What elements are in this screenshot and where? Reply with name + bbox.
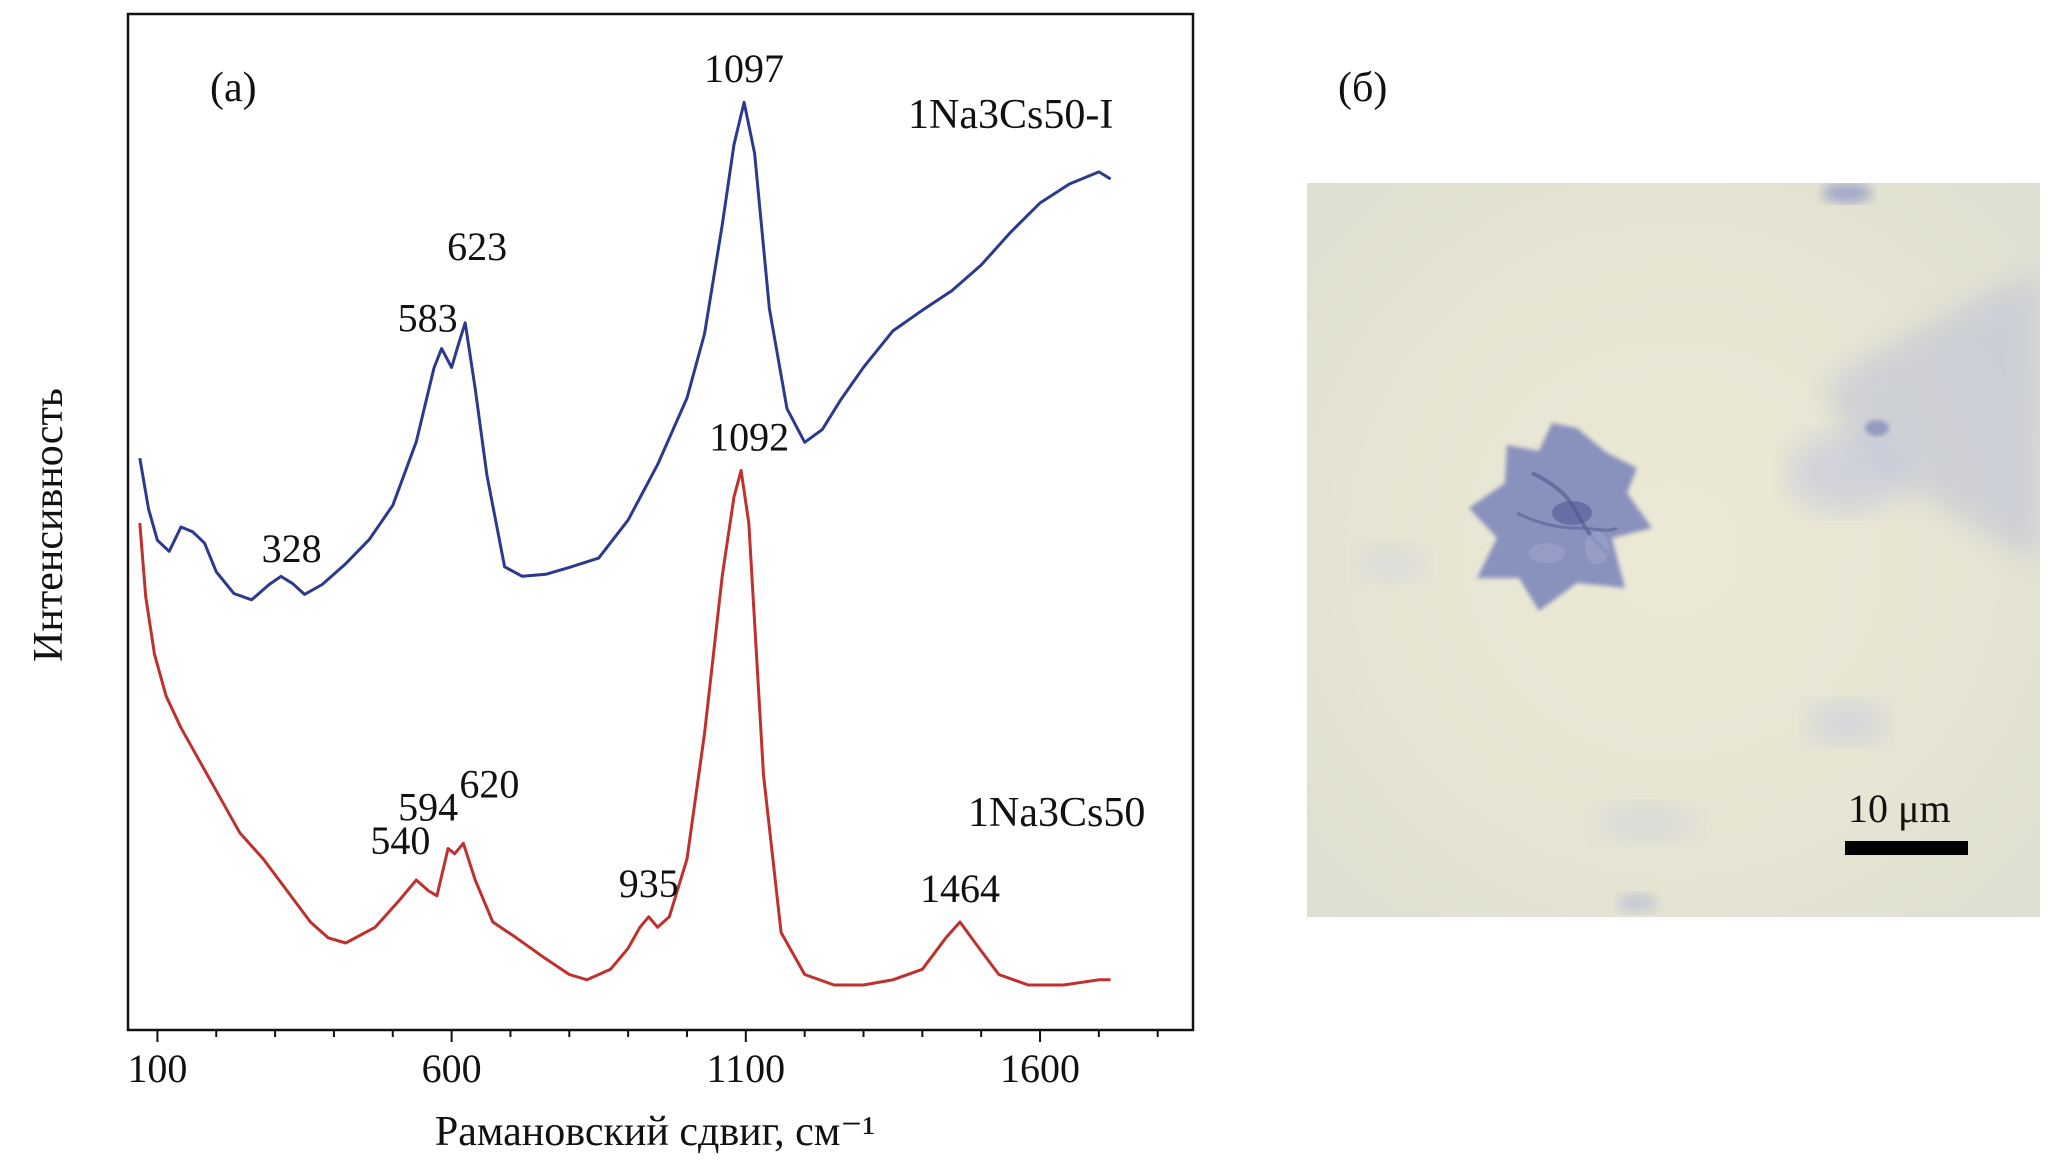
background-blob [1807,701,1887,745]
peak-label: 1464 [920,866,1000,911]
raman-chart: 100 600 1100 1600 Рамановский сдвиг, см⁻¹ И… [26,12,1195,1155]
background-blob [1357,545,1427,581]
background-blob [1787,433,1907,513]
crystal [1469,423,1652,611]
x-tick-label: 600 [422,1046,482,1091]
background-streak [1827,273,2040,563]
x-axis-label: Рамановский сдвиг, см⁻¹ [435,1109,875,1155]
background-blob [1822,183,1872,203]
scale-bar [1845,841,1968,855]
plot-frame [126,12,1195,1032]
peak-label: 623 [447,224,507,269]
peak-label: 935 [619,861,679,906]
scale-bar-label: 10 μm [1848,786,1951,831]
peak-label: 594 [398,785,458,830]
panel-b-label: (б) [1338,65,1387,111]
x-axis-tick-labels: 100 600 1100 1600 [127,1046,1080,1091]
peak-label: 583 [398,295,458,340]
panel-a-label: (a) [210,65,257,111]
legend-label-1Na3Cs50: 1Na3Cs50 [968,790,1145,836]
peak-label: 620 [459,761,519,806]
x-tick-label: 1600 [1000,1046,1080,1091]
series-line-1Na3Cs50-I [138,100,1112,602]
micrograph-drawing [1357,183,2040,913]
x-tick-label: 100 [127,1046,187,1091]
micrograph-image [1307,183,2040,917]
y-axis-label: Интенсивность [26,388,72,662]
series-layer [138,100,1112,987]
peak-label: 328 [262,526,322,571]
background-blob [1617,893,1657,913]
peak-label: 1092 [709,415,789,460]
legend-label-1Na3Cs50-I: 1Na3Cs50-I [908,92,1113,138]
x-axis-ticks [156,1030,1159,1042]
background-blob [1597,803,1697,843]
peak-label: 1097 [704,46,784,91]
series-line-1Na3Cs50 [138,469,1111,987]
x-tick-label: 1100 [707,1046,786,1091]
peak-label: 540 [370,818,430,863]
background-blob [1865,420,1889,436]
